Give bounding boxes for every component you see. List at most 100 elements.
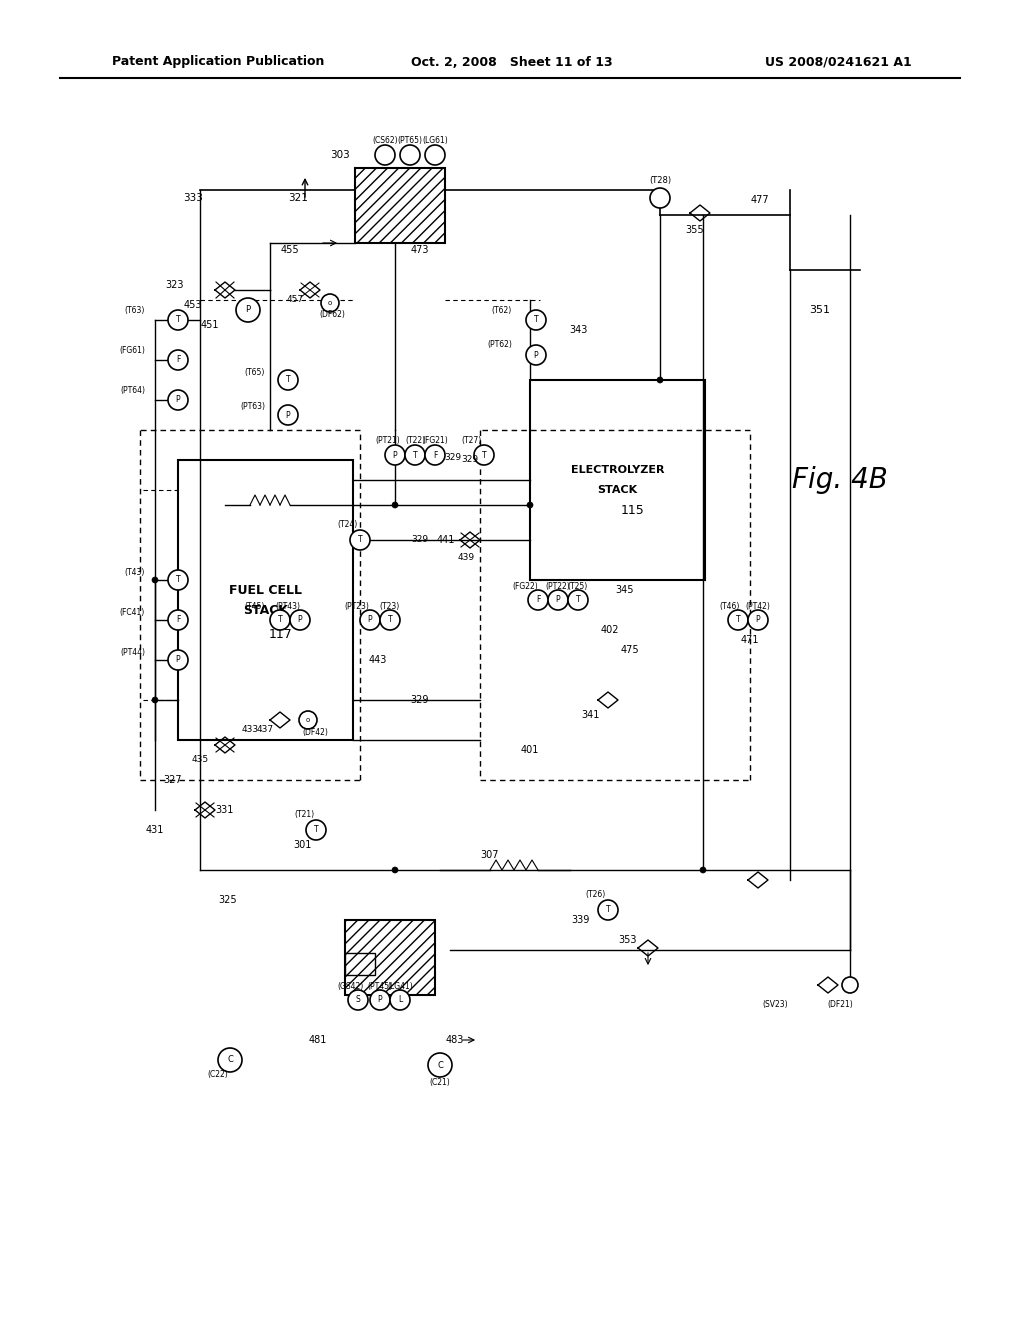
- Circle shape: [728, 610, 748, 630]
- Circle shape: [842, 977, 858, 993]
- Text: F: F: [433, 450, 437, 459]
- Circle shape: [350, 531, 370, 550]
- Text: 329: 329: [444, 454, 462, 462]
- Text: 303: 303: [330, 150, 350, 160]
- Text: Oct. 2, 2008   Sheet 11 of 13: Oct. 2, 2008 Sheet 11 of 13: [412, 55, 612, 69]
- Text: (FG61): (FG61): [119, 346, 145, 355]
- Circle shape: [348, 990, 368, 1010]
- Text: P: P: [298, 615, 302, 624]
- Text: STACK: STACK: [597, 484, 638, 495]
- Text: 457: 457: [287, 296, 303, 305]
- Circle shape: [528, 590, 548, 610]
- Text: (FG22): (FG22): [512, 582, 538, 591]
- Text: 475: 475: [621, 645, 639, 655]
- Circle shape: [236, 298, 260, 322]
- Bar: [345, 953, 375, 975]
- Text: T: T: [575, 595, 581, 605]
- Text: S: S: [355, 995, 360, 1005]
- Text: T: T: [605, 906, 610, 915]
- Circle shape: [278, 405, 298, 425]
- Text: 353: 353: [618, 935, 637, 945]
- Text: 481: 481: [309, 1035, 328, 1045]
- Circle shape: [406, 445, 425, 465]
- Circle shape: [380, 610, 400, 630]
- Circle shape: [375, 145, 395, 165]
- Text: (T24): (T24): [338, 520, 358, 529]
- Text: (PT42): (PT42): [745, 602, 770, 611]
- Text: (T46): (T46): [720, 602, 740, 611]
- Text: o: o: [306, 717, 310, 723]
- Text: 325: 325: [219, 895, 238, 906]
- Text: 435: 435: [191, 755, 209, 764]
- Text: 401: 401: [521, 744, 540, 755]
- Text: P: P: [534, 351, 539, 359]
- Circle shape: [218, 1048, 242, 1072]
- Circle shape: [400, 145, 420, 165]
- Text: (PT63): (PT63): [240, 403, 265, 412]
- Text: T: T: [176, 576, 180, 585]
- Circle shape: [168, 570, 188, 590]
- Circle shape: [360, 610, 380, 630]
- Text: P: P: [756, 615, 760, 624]
- Circle shape: [370, 990, 390, 1010]
- Text: (PT44): (PT44): [120, 648, 145, 657]
- Text: P: P: [378, 995, 382, 1005]
- Text: 483: 483: [445, 1035, 464, 1045]
- Text: T: T: [278, 615, 283, 624]
- Text: C: C: [227, 1056, 232, 1064]
- Text: L: L: [398, 995, 402, 1005]
- Bar: [530, 380, 705, 579]
- Text: T: T: [481, 450, 486, 459]
- Circle shape: [474, 445, 494, 465]
- Circle shape: [392, 502, 398, 508]
- Text: 117: 117: [268, 628, 293, 642]
- Circle shape: [598, 900, 618, 920]
- Text: T: T: [388, 615, 392, 624]
- Text: S: S: [383, 150, 387, 160]
- Text: (T43): (T43): [125, 569, 145, 578]
- Text: (C21): (C21): [430, 1077, 451, 1086]
- Text: 321: 321: [288, 193, 308, 203]
- Bar: [178, 459, 353, 741]
- Text: (T45): (T45): [245, 602, 265, 611]
- Text: F: F: [536, 595, 541, 605]
- Circle shape: [152, 697, 158, 704]
- Text: 351: 351: [810, 305, 830, 315]
- Text: 339: 339: [570, 915, 589, 925]
- Text: 439: 439: [458, 553, 474, 561]
- Circle shape: [152, 577, 158, 583]
- Circle shape: [526, 345, 546, 366]
- Text: T: T: [735, 615, 740, 624]
- Circle shape: [392, 867, 398, 873]
- Circle shape: [650, 187, 670, 209]
- Text: STACK: STACK: [243, 603, 288, 616]
- Circle shape: [548, 590, 568, 610]
- Circle shape: [278, 370, 298, 389]
- Circle shape: [168, 389, 188, 411]
- Bar: [345, 920, 435, 995]
- Text: (T22): (T22): [404, 436, 425, 445]
- Circle shape: [526, 310, 546, 330]
- Text: (T65): (T65): [245, 367, 265, 376]
- Text: 341: 341: [581, 710, 599, 719]
- Circle shape: [168, 350, 188, 370]
- Text: P: P: [408, 150, 413, 160]
- Circle shape: [306, 820, 326, 840]
- Text: 451: 451: [201, 319, 219, 330]
- Text: P: P: [392, 450, 397, 459]
- Text: 471: 471: [740, 635, 759, 645]
- Text: P: P: [286, 411, 291, 420]
- Text: 402: 402: [601, 624, 620, 635]
- Text: (T21): (T21): [294, 810, 314, 820]
- Text: (DF42): (DF42): [302, 727, 328, 737]
- Text: C: C: [437, 1060, 443, 1069]
- Text: P: P: [176, 656, 180, 664]
- Text: (DF62): (DF62): [319, 310, 345, 319]
- Text: T: T: [657, 194, 663, 202]
- Text: Fig. 4B: Fig. 4B: [793, 466, 888, 494]
- Circle shape: [321, 294, 339, 312]
- Circle shape: [748, 610, 768, 630]
- Circle shape: [425, 145, 445, 165]
- Circle shape: [700, 867, 706, 873]
- Text: T: T: [534, 315, 539, 325]
